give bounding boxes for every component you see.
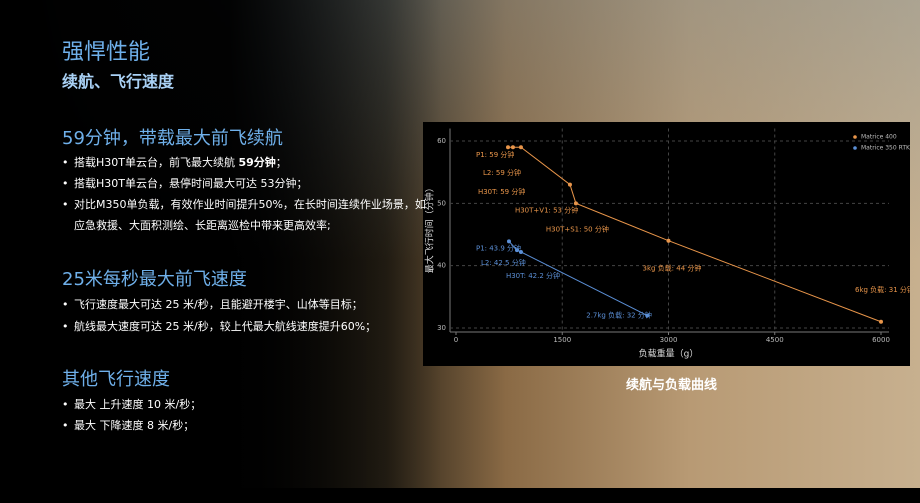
bullet: 航线最大速度可达 25 米/秒，较上代最大航线速度提升60%； <box>62 316 432 337</box>
x-tick-label: 6000 <box>872 336 890 344</box>
section-heading: 25米每秒最大前飞速度 <box>62 269 247 290</box>
bullet-text: 搭载H30T单云台，前飞最大续航 <box>74 156 239 169</box>
x-tick-label: 3000 <box>660 336 678 344</box>
x-axis-title: 负载重量（g） <box>639 348 699 360</box>
legend-marker <box>853 135 857 139</box>
title: 强悍性能 <box>62 40 151 65</box>
data-point <box>645 313 650 318</box>
bullet-text: 59分钟 <box>238 156 276 169</box>
section-heading: 59分钟，带载最大前飞续航 <box>62 128 283 149</box>
series-line <box>507 146 882 323</box>
bottom-band <box>0 488 920 503</box>
bullet: 对比M350单负载，有效作业时间提升50%，在长时间连续作业场景，如应急救援、大… <box>62 194 432 236</box>
bullet: 最大 上升速度 10 米/秒； <box>62 394 432 415</box>
bullet: 搭载H30T单云台，前飞最大续航 59分钟； <box>62 152 432 173</box>
data-point <box>518 145 523 150</box>
data-label: 2.7kg 负载: 32 分钟 <box>586 311 652 320</box>
bullet: 最大 下降速度 8 米/秒； <box>62 415 432 436</box>
x-tick-label: 0 <box>454 336 458 344</box>
chart-caption: 续航与负载曲线 <box>625 378 717 393</box>
data-point <box>666 238 671 243</box>
y-tick-label: 30 <box>437 324 446 332</box>
section-heading: 其他飞行速度 <box>62 369 170 390</box>
legend-label: Matrice 400 <box>861 134 897 141</box>
bullet-text: 飞行速度最大可达 25 米/秒，且能避开楼宇、山体等目标； <box>74 298 363 311</box>
data-point <box>514 248 519 253</box>
data-point <box>506 239 511 244</box>
data-label: H30T: 59 分钟 <box>478 187 525 196</box>
bullet-text: 最大 上升速度 10 米/秒； <box>74 398 202 411</box>
bullet-text: ； <box>275 156 287 169</box>
y-tick-label: 60 <box>437 137 446 145</box>
data-point <box>505 145 510 150</box>
x-tick-label: 1500 <box>553 336 571 344</box>
data-label: H30T+V1: 53 分钟 <box>515 206 578 215</box>
data-point <box>518 249 523 254</box>
data-point <box>567 182 572 187</box>
series-line <box>508 241 648 316</box>
bullet: 搭载H30T单云台，悬停时间最大可达 53分钟； <box>62 173 432 194</box>
data-point <box>879 319 883 324</box>
y-tick-label: 50 <box>437 199 446 207</box>
bullet-text: 搭载H30T单云台，悬停时间最大可达 53分钟； <box>74 177 308 190</box>
subtitle: 续航、飞行速度 <box>62 72 175 91</box>
bullet: 飞行速度最大可达 25 米/秒，且能避开楼宇、山体等目标； <box>62 294 432 315</box>
data-point <box>510 145 515 150</box>
data-label: H30T: 42.2 分钟 <box>506 271 560 280</box>
data-label: L2: 59 分钟 <box>483 168 521 177</box>
x-tick-label: 4500 <box>766 336 784 344</box>
data-label: L2: 42.5 分钟 <box>481 258 526 267</box>
bullet-text: 对比M350单负载，有效作业时间提升50%，在长时间连续作业场景，如应急救援、大… <box>74 198 426 232</box>
legend-label: Matrice 350 RTK <box>861 145 910 152</box>
data-label: P1: 43.9 分钟 <box>476 243 521 252</box>
chart-panel: 30 40 50 60 0 1500 3000 4500 6000 负载重量（g） 最大飞行时间（分… <box>423 122 914 366</box>
data-label: 3kg 负载: 44 分钟 <box>643 264 702 273</box>
legend-marker <box>853 146 857 150</box>
bullet-text: 最大 下降速度 8 米/秒； <box>74 419 195 432</box>
data-point <box>573 201 578 206</box>
data-label: P1: 59 分钟 <box>476 150 514 159</box>
bullet-text: 航线最大速度可达 25 米/秒，较上代最大航线速度提升60%； <box>74 320 377 333</box>
y-tick-label: 40 <box>437 262 446 270</box>
data-label: 6kg 负载: 31 分钟 <box>855 285 910 294</box>
data-label: H30T+S1: 50 分钟 <box>546 224 609 233</box>
